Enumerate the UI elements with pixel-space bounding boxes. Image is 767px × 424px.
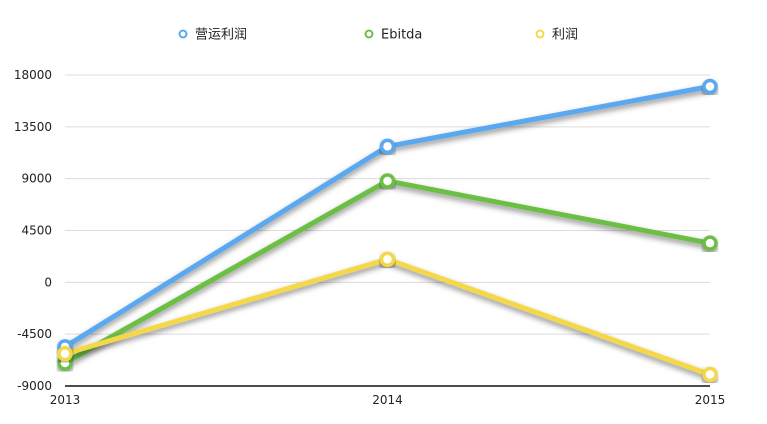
x-tick-label: 2013	[50, 393, 81, 407]
y-tick-label: 0	[44, 275, 52, 289]
y-tick-label: 4500	[21, 224, 52, 238]
y-tick-label: 18000	[14, 68, 52, 82]
legend-label: Ebitda	[381, 28, 422, 43]
y-tick-label: -9000	[17, 379, 52, 393]
legend-marker	[178, 29, 188, 39]
x-tick-label: 2014	[372, 393, 403, 407]
y-tick-label: -4500	[17, 327, 52, 341]
series-line-1	[62, 178, 713, 366]
legend-label: 利润	[552, 28, 578, 43]
data-point	[379, 251, 396, 268]
data-point	[379, 173, 396, 189]
data-point	[702, 235, 718, 251]
data-point	[702, 366, 718, 383]
legend-item: 营运利润	[178, 28, 247, 43]
legend-marker	[535, 29, 545, 39]
y-tick-label: 13500	[14, 120, 52, 134]
y-axis-tick-labels: 18000 13500 9000 4500 0 -4500 -9000	[14, 68, 52, 393]
data-point	[379, 138, 396, 155]
legend-marker	[364, 29, 374, 39]
legend-item: 利润	[535, 28, 578, 43]
y-tick-label: 9000	[21, 172, 52, 186]
data-point	[57, 345, 73, 362]
legend-item: Ebitda	[364, 28, 422, 43]
data-point	[702, 78, 718, 95]
x-tick-label: 2015	[695, 393, 726, 407]
legend-label: 营运利润	[195, 28, 247, 43]
series-points	[57, 78, 718, 383]
x-axis-tick-labels: 2013 2014 2015	[50, 393, 726, 407]
series-line-2	[62, 256, 713, 377]
legend: 营运利润 Ebitda 利润	[178, 28, 578, 43]
